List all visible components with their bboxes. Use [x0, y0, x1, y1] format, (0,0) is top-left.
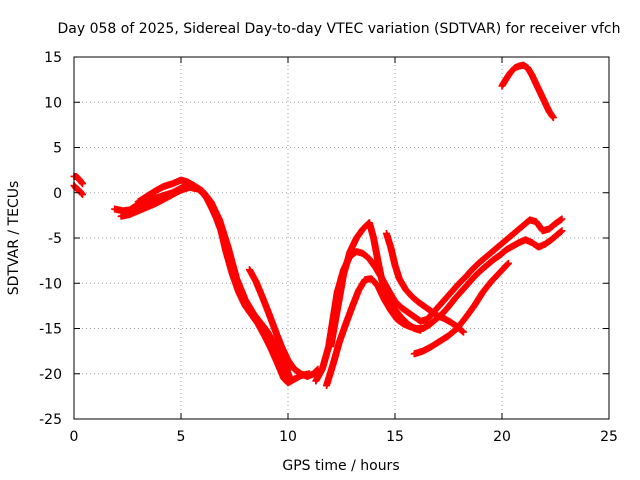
y-axis-title: SDTVAR / TECUs [6, 181, 22, 296]
series-evening-d [382, 229, 467, 336]
series-morning-b [117, 183, 294, 382]
data-point [558, 227, 566, 235]
y-tick-label: 10 [44, 95, 62, 111]
data-point [79, 180, 87, 188]
data-point [549, 114, 557, 122]
chart-title: Day 058 of 2025, Sidereal Day-to-day VTE… [57, 21, 620, 37]
series-ridge [245, 266, 322, 380]
data-point [417, 326, 425, 334]
series-late-low [410, 259, 512, 358]
y-tick-label: -20 [39, 367, 62, 383]
ticks: 0 5 10 15 20 25 -25 -20 -15 -10 -5 0 5 10 15 [39, 50, 618, 445]
grid [74, 57, 609, 419]
x-axis-title: GPS time / hours [282, 458, 399, 474]
x-tick-label: 10 [279, 429, 297, 445]
x-tick-label: 5 [177, 429, 186, 445]
data-point [79, 191, 87, 199]
x-tick-label: 15 [386, 429, 404, 445]
series-morning-c [134, 176, 292, 374]
y-tick-label: -10 [39, 276, 62, 292]
series-evening-c [327, 219, 425, 351]
series-evening-b [323, 227, 566, 390]
series-late-high [498, 61, 557, 122]
y-tick-label: -5 [48, 231, 62, 247]
y-tick-label: -25 [39, 412, 62, 428]
y-tick-label: 15 [44, 50, 62, 66]
x-tick-label: 20 [493, 429, 511, 445]
x-tick-label: 0 [70, 429, 79, 445]
y-tick-label: 0 [53, 186, 62, 202]
data-point [286, 374, 294, 382]
data-point [459, 328, 467, 336]
data-point [504, 259, 512, 267]
data-point [284, 366, 292, 374]
x-tick-label: 25 [600, 429, 618, 445]
series-early-a [70, 172, 87, 188]
data-points [70, 61, 566, 390]
y-tick-label: 5 [53, 141, 62, 157]
y-tick-label: -15 [39, 322, 62, 338]
data-point [558, 215, 566, 223]
